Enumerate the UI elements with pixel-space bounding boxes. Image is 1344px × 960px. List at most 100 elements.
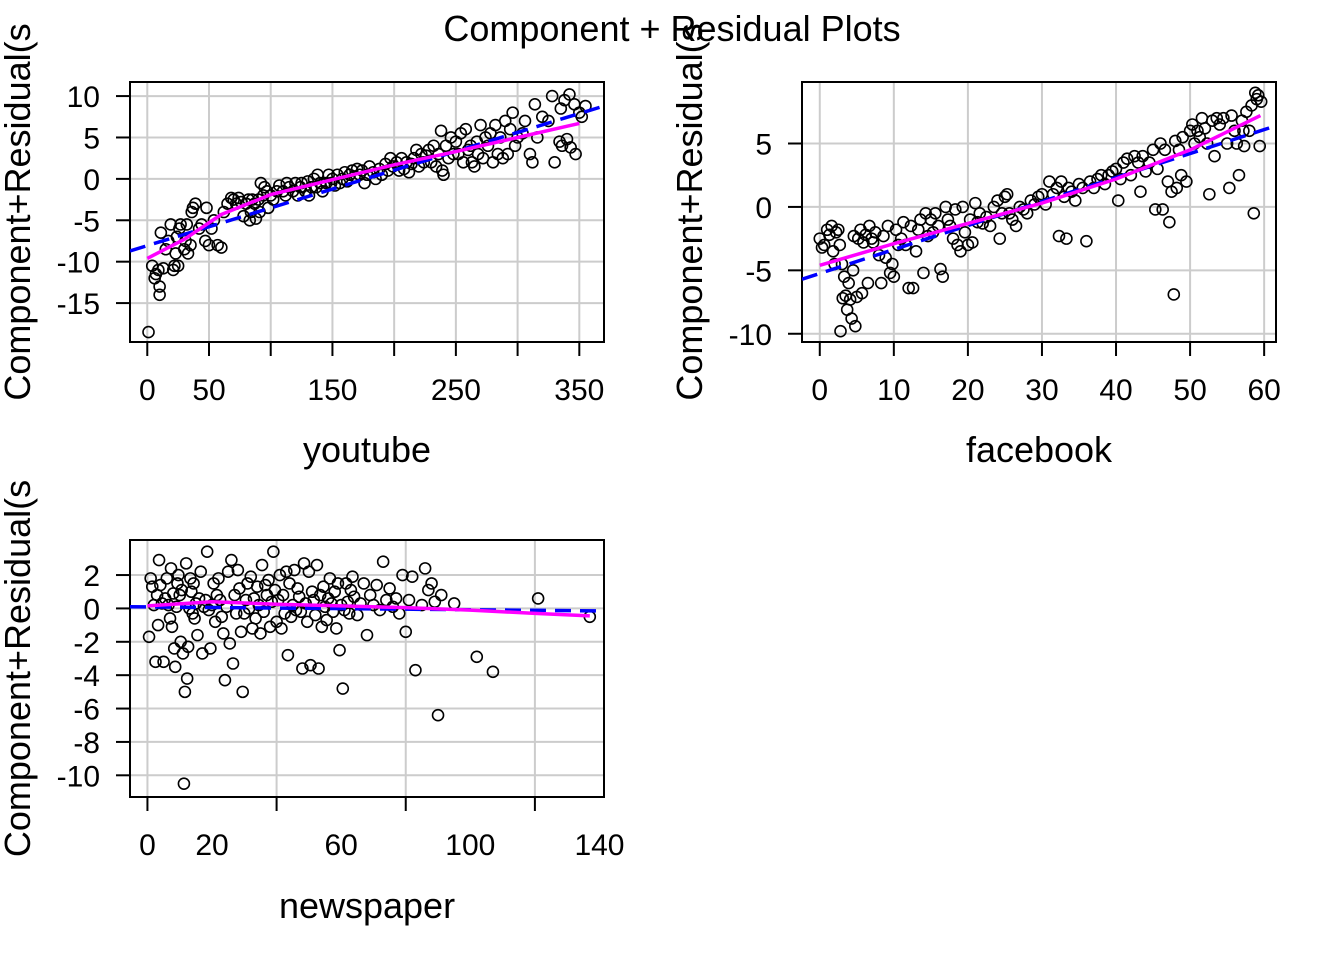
data-point <box>969 196 982 210</box>
data-point <box>1232 168 1246 182</box>
data-point <box>1217 111 1230 125</box>
data-point <box>434 588 448 602</box>
data-point <box>191 628 204 642</box>
data-point <box>346 570 359 584</box>
data-point <box>1060 232 1073 245</box>
data-point <box>874 276 888 290</box>
data-point <box>535 110 549 124</box>
data-point <box>456 156 470 169</box>
data-point <box>526 156 539 169</box>
data-point <box>897 215 910 229</box>
data-point <box>1225 109 1238 122</box>
data-point <box>189 197 202 211</box>
data-point <box>815 241 829 254</box>
data-point <box>846 264 860 277</box>
data-point <box>946 232 960 245</box>
data-point <box>336 682 350 695</box>
data-point <box>545 89 559 103</box>
x-tick-label: 350 <box>554 374 604 407</box>
data-point <box>983 219 997 233</box>
data-point <box>422 583 435 597</box>
data-point <box>1220 137 1234 150</box>
data-point <box>447 597 461 610</box>
data-point <box>215 610 229 624</box>
data-point <box>917 266 930 280</box>
data-point <box>1156 203 1169 216</box>
data-point <box>312 662 325 675</box>
data-point <box>857 236 870 249</box>
data-point <box>1208 149 1221 163</box>
x-tick-label: 250 <box>431 374 481 407</box>
data-point <box>360 628 374 642</box>
data-point <box>157 655 170 669</box>
smooth-line <box>147 599 590 618</box>
data-point <box>283 577 296 590</box>
data-point <box>837 270 851 283</box>
data-point <box>168 259 181 273</box>
data-point <box>231 563 245 577</box>
data-point <box>966 236 979 249</box>
data-point <box>954 245 967 258</box>
data-point <box>833 238 847 252</box>
x-tick-label: 0 <box>139 829 156 862</box>
data-point <box>1195 111 1209 125</box>
data-point <box>1134 185 1147 199</box>
data-point <box>554 102 568 115</box>
data-point <box>1247 206 1261 220</box>
y-tick-label: 0 <box>755 192 772 225</box>
data-point <box>1043 175 1056 188</box>
data-point <box>281 648 295 662</box>
y-axis-label: Component+Residual(s <box>669 23 710 400</box>
x-axis-label: facebook <box>966 429 1113 470</box>
data-point <box>1170 181 1184 195</box>
data-point <box>151 618 165 632</box>
data-point <box>236 685 249 699</box>
data-point <box>929 206 942 220</box>
data-point <box>415 598 429 612</box>
data-point <box>396 568 409 582</box>
data-point <box>296 662 309 675</box>
data-point <box>1117 156 1130 169</box>
data-point <box>825 219 838 233</box>
plot-frame <box>129 539 605 798</box>
data-point <box>351 608 364 622</box>
data-point <box>883 266 897 280</box>
data-point <box>204 642 217 655</box>
data-point <box>320 613 333 627</box>
data-point <box>843 293 857 306</box>
y-tick-label: -5 <box>745 255 772 288</box>
data-point <box>909 245 923 258</box>
data-point <box>165 620 179 634</box>
plot-frame <box>129 81 605 343</box>
data-point <box>226 657 240 670</box>
data-point <box>309 608 322 622</box>
data-point <box>279 565 293 579</box>
data-point <box>531 592 545 605</box>
data-point <box>855 286 869 300</box>
data-point <box>181 640 195 654</box>
data-point <box>153 288 166 302</box>
data-point <box>292 590 306 604</box>
data-point <box>431 708 445 722</box>
data-point <box>563 88 576 101</box>
data-point <box>1180 175 1193 188</box>
x-tick-label: 0 <box>811 374 828 407</box>
data-point <box>215 241 228 254</box>
y-tick-label: 0 <box>83 164 100 197</box>
data-point <box>956 200 970 214</box>
x-axis-label: youtube <box>303 429 431 470</box>
data-point <box>250 580 264 594</box>
data-point <box>255 558 269 572</box>
data-point <box>376 555 390 568</box>
data-point <box>845 312 858 325</box>
data-point <box>941 213 955 226</box>
data-point <box>244 570 258 584</box>
data-point <box>1050 181 1064 195</box>
x-tick-label: 150 <box>307 374 357 407</box>
x-tick-label: 50 <box>192 374 225 407</box>
data-point <box>958 225 972 239</box>
x-tick-label: 140 <box>574 829 624 862</box>
data-point <box>188 612 201 625</box>
data-point <box>177 777 191 790</box>
data-point <box>1006 213 1019 226</box>
